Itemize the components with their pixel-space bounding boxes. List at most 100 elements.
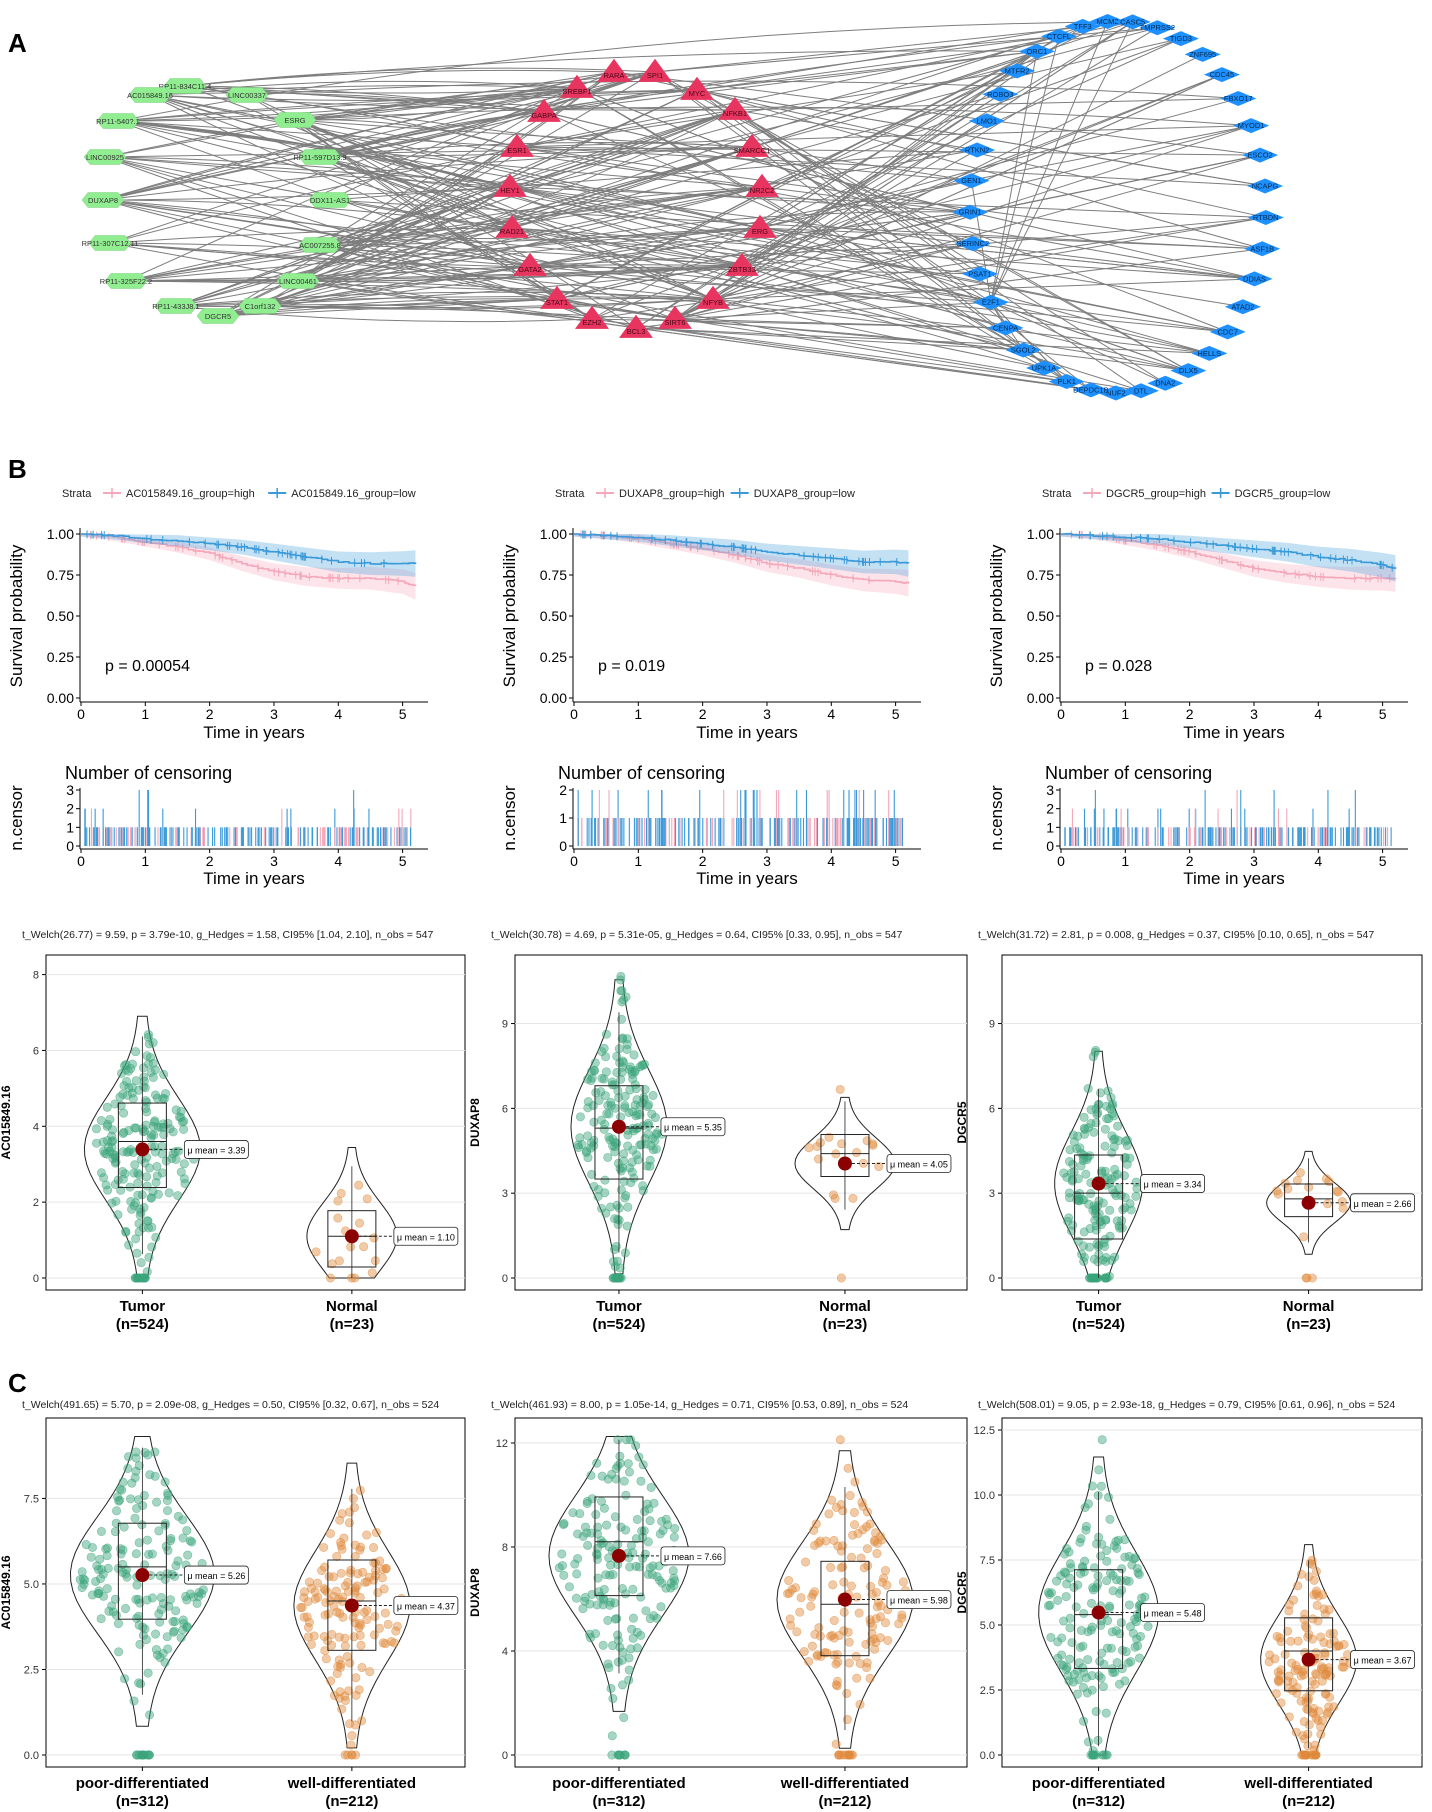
data-point — [1112, 1543, 1122, 1553]
data-point — [137, 1273, 147, 1283]
data-point — [1062, 1579, 1072, 1589]
gene-node — [1209, 324, 1246, 340]
group-name: Normal — [1283, 1298, 1335, 1315]
data-point — [122, 1572, 132, 1582]
data-point — [129, 1696, 139, 1706]
tf-node-label: SIRT6 — [664, 318, 685, 327]
data-point — [331, 1586, 341, 1596]
gene-node-label: TIGD3 — [1170, 34, 1192, 43]
data-point — [121, 1604, 131, 1614]
data-point — [1116, 1618, 1126, 1628]
data-point — [606, 1097, 616, 1107]
data-point — [369, 1233, 379, 1243]
x-tick-label: 4 — [827, 853, 835, 869]
box-iqr — [117, 1102, 167, 1189]
data-point — [616, 975, 626, 985]
network-edge — [329, 199, 1263, 250]
data-point — [848, 1530, 858, 1540]
group-name: poor-differentiated — [552, 1775, 685, 1792]
data-point — [1307, 1559, 1317, 1569]
data-point — [862, 1663, 872, 1673]
y-tick-label: 0.0 — [24, 1750, 39, 1762]
km-curve-low — [81, 533, 417, 565]
gene-node — [1170, 363, 1207, 379]
group-n: (n=524) — [592, 1316, 645, 1333]
data-point — [1310, 1679, 1320, 1689]
group-name: poor-differentiated — [1032, 1775, 1165, 1792]
data-point — [124, 1125, 134, 1135]
tf-node-label: STAT1 — [546, 298, 568, 307]
km-panel: Strata DGCR5_group=high DGCR5_group=low 0.0… — [987, 488, 1408, 888]
data-point — [168, 1127, 178, 1137]
data-point — [80, 1575, 90, 1585]
data-point — [107, 1142, 117, 1152]
data-point — [1283, 1184, 1293, 1194]
data-point — [380, 1639, 390, 1649]
data-point — [359, 1242, 369, 1252]
gene-node — [1005, 342, 1042, 358]
data-point — [578, 1604, 588, 1614]
data-point — [804, 1656, 814, 1666]
data-point — [1338, 1203, 1348, 1213]
data-point — [130, 1473, 140, 1483]
network-edge — [125, 27, 1158, 282]
data-point — [142, 1535, 152, 1545]
data-point — [636, 1476, 646, 1486]
data-point — [367, 1268, 377, 1278]
data-point — [134, 1219, 144, 1229]
data-point — [638, 1460, 648, 1470]
violin-panels-b: t_Welch(26.77) = 9.59, p = 3.79e-10, g_H… — [0, 929, 1423, 1333]
lncrna-node-label: RP11-325F22.2 — [100, 277, 152, 286]
data-point — [618, 1062, 628, 1072]
data-point — [668, 1566, 678, 1576]
network-edge — [635, 327, 1091, 391]
network-edge — [696, 89, 1189, 372]
data-point — [333, 1196, 343, 1206]
gene-node — [1040, 28, 1077, 44]
data-point — [126, 1064, 136, 1074]
network-edge — [102, 35, 1060, 201]
data-point — [159, 1069, 169, 1079]
km-ci-band — [1061, 534, 1396, 592]
data-point — [620, 1100, 630, 1110]
data-point — [621, 992, 631, 1002]
network-edge — [654, 71, 992, 303]
data-point — [142, 1097, 152, 1107]
data-point — [1284, 1712, 1294, 1722]
data-point — [1307, 1273, 1317, 1283]
x-tick-label: 3 — [270, 853, 278, 869]
data-point — [1133, 1641, 1143, 1651]
data-point — [599, 1595, 609, 1605]
data-point — [115, 1484, 125, 1494]
gene-node-label: GRIN1 — [959, 208, 982, 217]
data-point — [319, 1632, 329, 1642]
mean-marker — [1091, 1605, 1106, 1620]
gene-node-label: CDC45 — [1210, 70, 1235, 79]
violin-stat: t_Welch(26.77) = 9.59, p = 3.79e-10, g_H… — [22, 929, 434, 941]
mean-label-box — [1350, 1193, 1415, 1213]
data-point — [1309, 1575, 1319, 1585]
data-point — [146, 1067, 156, 1077]
data-point — [613, 1461, 623, 1471]
data-point — [126, 1196, 136, 1206]
gene-node — [1244, 241, 1281, 257]
gene-node — [1162, 31, 1199, 47]
data-point — [1083, 1627, 1093, 1637]
network-edge — [516, 21, 1133, 148]
data-point — [1329, 1628, 1339, 1638]
data-point — [617, 1034, 627, 1044]
data-point — [142, 1181, 152, 1191]
data-point — [597, 1496, 607, 1506]
data-point — [115, 1092, 125, 1102]
data-point — [831, 1502, 841, 1512]
data-point — [178, 1615, 188, 1625]
gene-node — [1064, 18, 1101, 34]
data-point — [178, 1533, 188, 1543]
data-point — [119, 1522, 129, 1532]
data-point — [337, 1544, 347, 1554]
x-tick-label: 5 — [399, 853, 407, 869]
data-point — [1095, 1656, 1105, 1666]
data-point — [1102, 1114, 1112, 1124]
network-edge — [761, 70, 1018, 188]
km-legend-high: DGCR5_group=high — [1106, 488, 1206, 500]
